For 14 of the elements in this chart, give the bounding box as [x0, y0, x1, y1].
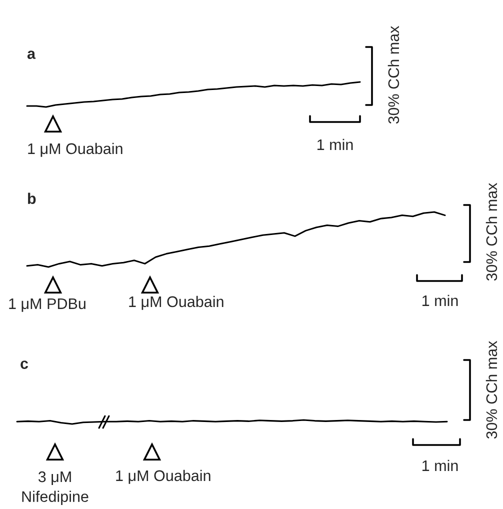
text: 30% CCh max — [486, 182, 498, 281]
chart-title: c — [20, 360, 28, 369]
chart-title: a — [27, 50, 36, 59]
text: 1 min — [422, 460, 458, 471]
text: 3 μM Nifedipine — [22, 471, 88, 506]
text: 1 μM PDBu — [9, 298, 86, 312]
text: 1 μM Ouabain — [116, 470, 210, 484]
text: 1 μM Ouabain — [129, 296, 224, 310]
text: 30% CCh max — [388, 26, 400, 124]
text: 1 μM Ouabain — [28, 142, 122, 157]
chart-title: b — [28, 192, 36, 204]
text: 1 min — [317, 138, 353, 150]
text: 1 min — [422, 294, 458, 306]
text: 30% CCh max — [486, 340, 498, 439]
